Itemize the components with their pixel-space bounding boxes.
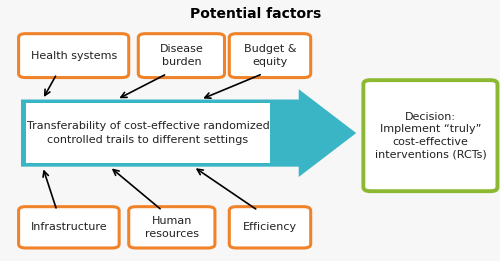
Text: Potential factors: Potential factors <box>190 7 321 21</box>
Polygon shape <box>21 89 356 177</box>
Text: Health systems: Health systems <box>30 51 117 61</box>
Text: Infrastructure: Infrastructure <box>30 222 107 232</box>
FancyBboxPatch shape <box>128 207 215 248</box>
FancyBboxPatch shape <box>230 34 310 78</box>
FancyBboxPatch shape <box>18 34 128 78</box>
Text: Budget &
equity: Budget & equity <box>244 44 296 67</box>
Text: Disease
burden: Disease burden <box>160 44 204 67</box>
FancyBboxPatch shape <box>138 34 224 78</box>
FancyBboxPatch shape <box>26 103 270 163</box>
Text: Transferability of cost-effective randomized
controlled trails to different sett: Transferability of cost-effective random… <box>26 121 270 145</box>
Text: Efficiency: Efficiency <box>243 222 297 232</box>
FancyBboxPatch shape <box>364 80 498 191</box>
FancyBboxPatch shape <box>230 207 310 248</box>
FancyBboxPatch shape <box>18 207 119 248</box>
Text: Human
resources: Human resources <box>145 216 199 239</box>
Text: Decision:
Implement “truly”
cost-effective
interventions (RCTs): Decision: Implement “truly” cost-effecti… <box>374 112 486 159</box>
